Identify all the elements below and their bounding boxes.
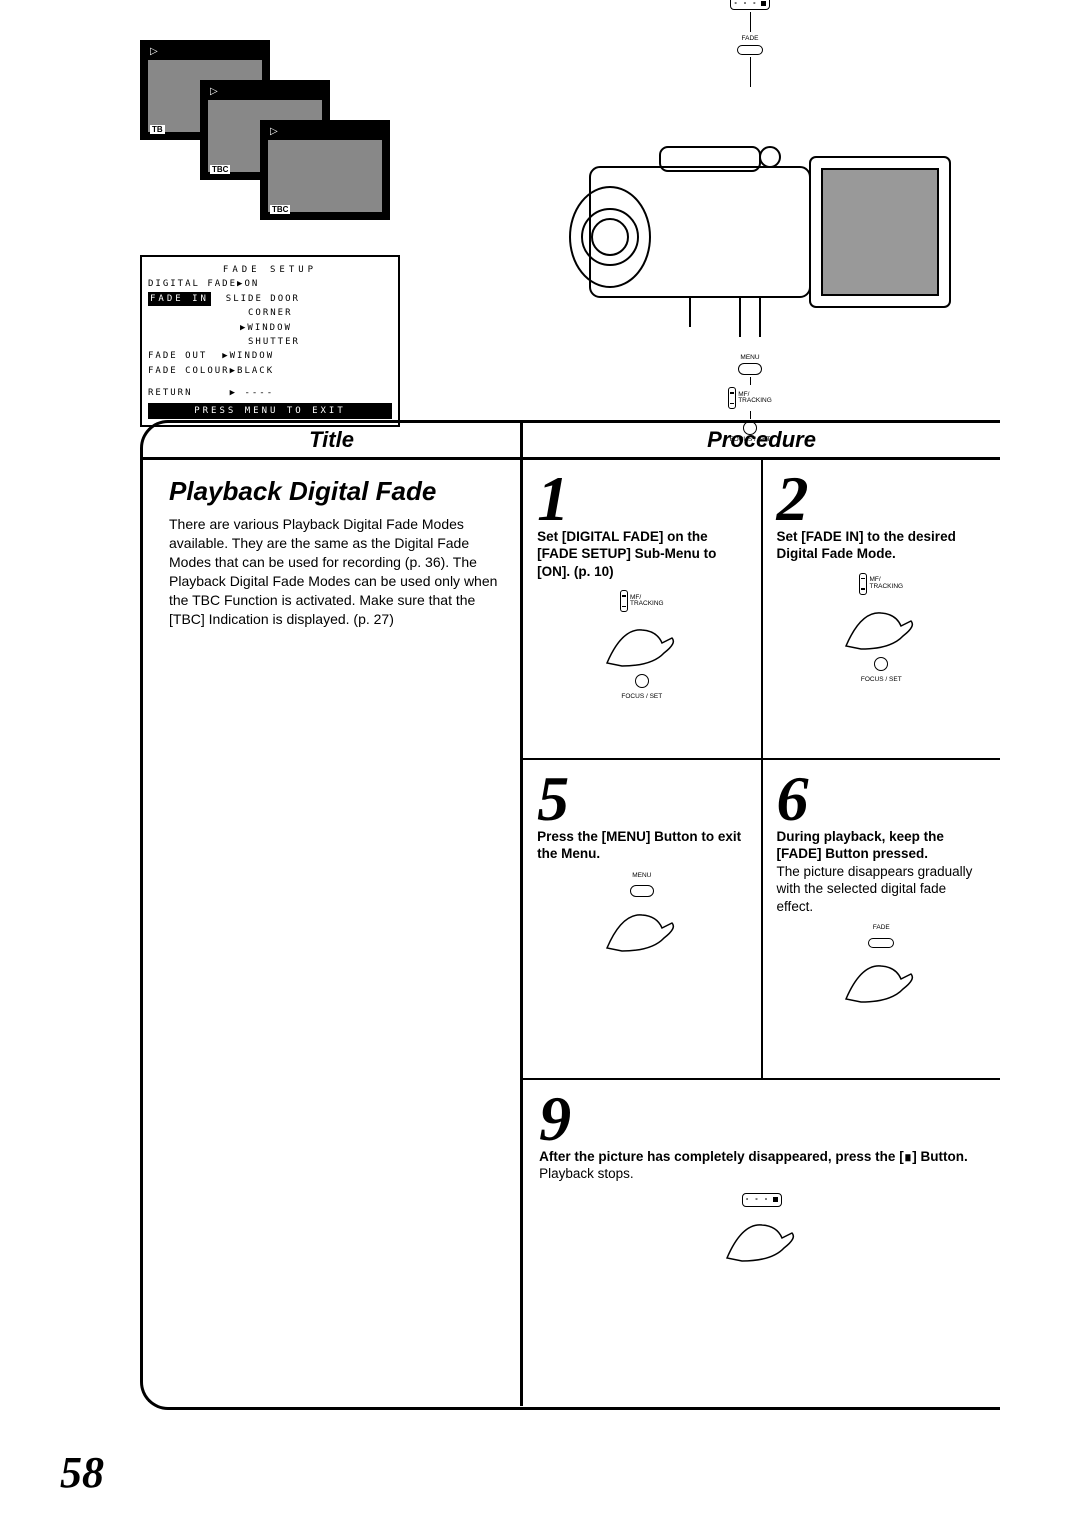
description-column: Playback Digital Fade There are various …: [143, 460, 520, 1406]
step-6: 6 During playback, keep the [FADE] Butto…: [761, 760, 1000, 1078]
play-icon: ▷: [210, 86, 218, 97]
title-header: Title: [143, 423, 520, 457]
step-1: 1 Set [DIGITAL FADE] on the [FADE SETUP]…: [523, 460, 760, 758]
play-icon: ▷: [270, 126, 278, 137]
fade-button-icon: [868, 938, 894, 948]
hand-icon: [722, 1213, 802, 1263]
osd-highlight: FADE IN: [148, 292, 211, 306]
section-heading: Playback Digital Fade: [169, 474, 502, 509]
tbc-indicator: TBC: [210, 165, 230, 174]
step-number: 5: [537, 770, 746, 828]
tracking-rocker-icon: MF/ TRACKING: [859, 573, 903, 595]
hand-icon: [841, 601, 921, 651]
tbc-indicator: TB: [150, 125, 165, 134]
section-body: There are various Playback Digital Fade …: [169, 515, 502, 628]
tracking-rocker-icon: MF/ TRACKING: [728, 387, 772, 409]
procedure-steps: 1 Set [DIGITAL FADE] on the [FADE SETUP]…: [520, 460, 1000, 1406]
lcd-frame-3: ▷ TBC: [260, 120, 390, 220]
fade-button-icon: [737, 45, 763, 55]
play-icon: ▷: [150, 46, 158, 57]
procedure-header: Procedure: [520, 423, 1000, 457]
osd-footer: PRESS MENU TO EXIT: [148, 403, 392, 419]
camcorder-illustration: ∘ ∘ ∘ FADE: [500, 40, 1000, 400]
step-2: 2 Set [FADE IN] to the desired Digital F…: [761, 460, 1000, 758]
tracking-rocker-icon: MF/ TRACKING: [620, 590, 664, 612]
step-9: 9 After the picture has completely disap…: [523, 1080, 1000, 1380]
step-5: 5 Press the [MENU] Button to exit the Me…: [523, 760, 760, 1078]
step-number: 2: [777, 470, 986, 528]
hand-icon: [841, 954, 921, 1004]
tbc-indicator: TBC: [270, 205, 290, 214]
stop-button-icon: ∘ ∘ ∘: [742, 1193, 782, 1207]
top-illustration-row: ▷ TB ▷ TBC ▷ TBC FADE SETUP DIGITAL FADE…: [140, 40, 1000, 400]
osd-header: FADE SETUP: [148, 263, 392, 277]
focus-set-dial-icon: [874, 657, 888, 671]
menu-label: MENU: [740, 355, 759, 362]
lcd-and-osd-illustration: ▷ TB ▷ TBC ▷ TBC FADE SETUP DIGITAL FADE…: [140, 40, 460, 400]
hand-icon: [602, 618, 682, 668]
page-number: 58: [60, 1447, 104, 1498]
step-number: 1: [537, 470, 746, 528]
step-number: 9: [539, 1090, 984, 1148]
main-procedure-frame: Title Procedure Playback Digital Fade Th…: [140, 420, 1000, 1410]
osd-fade-setup-menu: FADE SETUP DIGITAL FADE▶ON FADE IN SLIDE…: [140, 255, 400, 427]
camcorder-svg: [540, 87, 960, 347]
menu-button-icon: [738, 363, 762, 375]
focus-set-dial-icon: [635, 674, 649, 688]
tracking-label: MF/ TRACKING: [738, 392, 772, 405]
stop-button-callout: ∘ ∘ ∘: [730, 0, 770, 10]
header-row: Title Procedure: [143, 423, 1000, 460]
fade-label: FADE: [742, 36, 759, 43]
step-number: 6: [777, 770, 986, 828]
hand-icon: [602, 903, 682, 953]
menu-button-icon: [630, 885, 654, 897]
